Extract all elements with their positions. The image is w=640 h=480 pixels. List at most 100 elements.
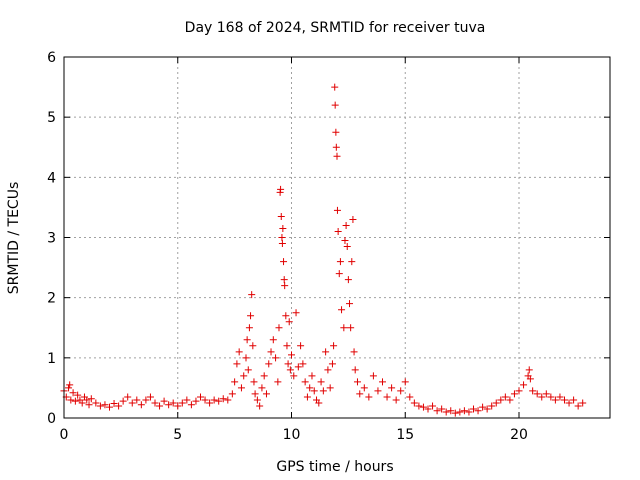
data-point xyxy=(479,403,487,411)
data-point xyxy=(330,342,338,350)
data-point xyxy=(292,309,300,317)
y-tick-label: 0 xyxy=(47,411,56,427)
data-point xyxy=(317,378,325,386)
data-point xyxy=(525,366,533,374)
data-point xyxy=(275,324,283,332)
data-point xyxy=(83,396,91,404)
data-point xyxy=(215,397,223,405)
data-point xyxy=(294,363,302,371)
data-point xyxy=(383,393,391,401)
data-point xyxy=(308,372,316,380)
data-point xyxy=(277,212,285,220)
data-point xyxy=(244,366,252,374)
data-point xyxy=(433,407,441,415)
data-point xyxy=(542,390,550,398)
data-point xyxy=(128,399,136,407)
data-point xyxy=(474,407,482,415)
data-point xyxy=(288,351,295,359)
data-point xyxy=(71,397,79,405)
data-point xyxy=(347,324,355,332)
data-point xyxy=(260,372,268,380)
data-point xyxy=(356,390,364,398)
data-point xyxy=(169,399,177,407)
data-point xyxy=(274,378,282,386)
data-point xyxy=(174,402,182,410)
data-point xyxy=(165,401,173,409)
data-point xyxy=(219,395,227,403)
data-point xyxy=(282,312,290,320)
data-point xyxy=(115,402,123,410)
data-point xyxy=(348,258,356,266)
data-point xyxy=(379,378,386,386)
x-axis-label: GPS time / hours xyxy=(276,459,393,475)
data-point xyxy=(451,409,459,417)
data-point xyxy=(142,396,150,404)
data-point xyxy=(315,399,323,407)
data-point xyxy=(247,312,255,320)
data-point xyxy=(346,300,354,308)
data-point xyxy=(187,401,195,409)
data-point xyxy=(429,402,437,410)
data-point xyxy=(69,389,77,397)
data-point xyxy=(341,237,349,245)
data-point xyxy=(65,384,73,392)
data-point xyxy=(183,396,191,404)
data-point xyxy=(332,128,340,136)
data-point xyxy=(66,381,74,389)
data-point xyxy=(520,381,528,389)
data-point xyxy=(343,243,351,251)
data-point xyxy=(515,387,523,395)
data-point xyxy=(106,403,113,411)
data-point xyxy=(92,399,100,407)
data-point xyxy=(529,387,537,395)
data-point xyxy=(306,384,314,392)
data-point xyxy=(510,390,518,398)
data-point xyxy=(231,378,239,386)
chart-title: Day 168 of 2024, SRMTID for receiver tuv… xyxy=(185,20,486,36)
data-point xyxy=(397,387,405,395)
data-point xyxy=(579,399,587,407)
data-point xyxy=(388,384,396,392)
data-point xyxy=(349,215,357,223)
data-point xyxy=(278,234,286,241)
data-point xyxy=(447,407,455,415)
data-point xyxy=(438,405,446,413)
data-point xyxy=(333,152,341,160)
data-point xyxy=(410,399,418,407)
x-tick-label: 0 xyxy=(60,427,69,443)
y-tick-label: 1 xyxy=(47,351,56,367)
data-point xyxy=(415,402,423,410)
data-point xyxy=(483,405,491,413)
data-point xyxy=(350,348,358,356)
data-point xyxy=(488,402,496,410)
y-tick-label: 5 xyxy=(47,110,56,126)
data-point xyxy=(178,399,186,407)
data-point xyxy=(570,396,578,404)
data-point xyxy=(442,408,450,416)
data-point xyxy=(248,291,256,299)
data-point xyxy=(501,393,509,401)
data-point xyxy=(470,405,477,413)
data-point xyxy=(565,399,573,407)
data-point xyxy=(331,101,339,109)
data-point xyxy=(245,324,253,332)
data-point xyxy=(137,401,145,409)
data-point xyxy=(280,276,288,284)
data-point xyxy=(267,348,275,356)
data-point xyxy=(336,258,344,266)
data-point xyxy=(299,360,307,368)
data-point xyxy=(265,360,273,368)
x-tick-label: 5 xyxy=(173,427,182,443)
data-point xyxy=(151,399,159,407)
data-point xyxy=(338,306,346,314)
data-point xyxy=(460,407,468,415)
data-point xyxy=(201,396,209,404)
data-point xyxy=(210,396,218,404)
data-point xyxy=(334,227,342,235)
data-point xyxy=(262,390,270,398)
data-point xyxy=(78,399,86,407)
data-point xyxy=(331,83,339,91)
data-point xyxy=(101,401,109,409)
data-point xyxy=(333,206,341,214)
data-point xyxy=(279,224,287,232)
